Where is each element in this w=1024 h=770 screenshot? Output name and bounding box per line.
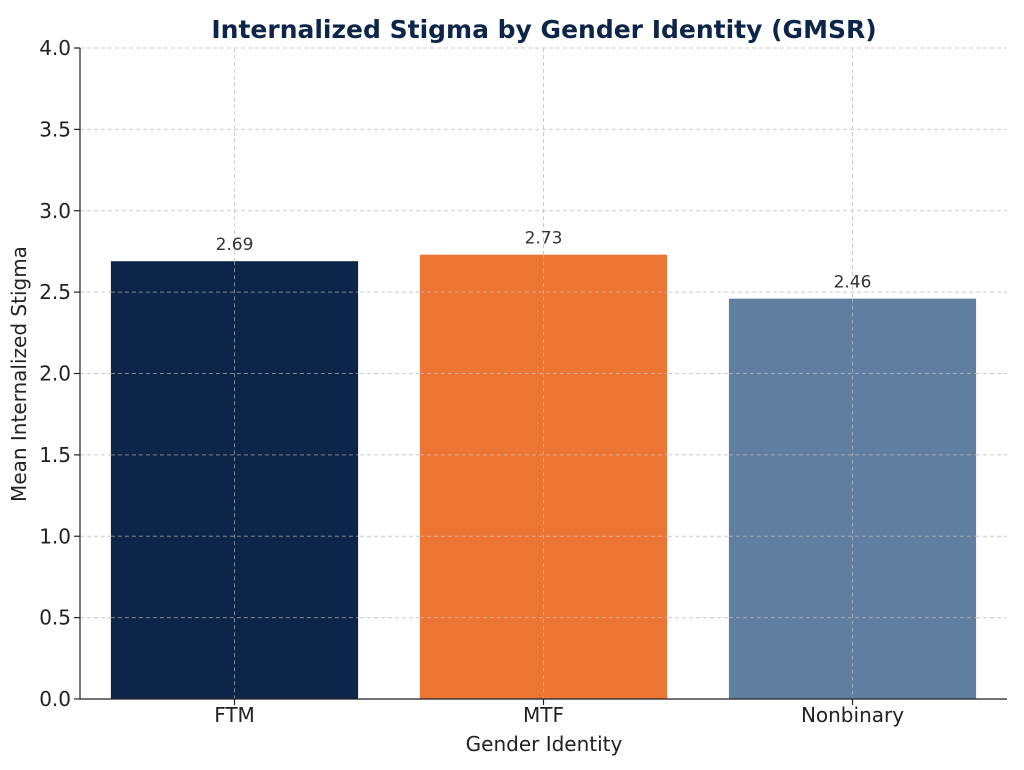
y-tick-label: 4.0 [39, 36, 71, 60]
y-tick-label: 0.5 [39, 606, 71, 630]
bar-mtf [419, 254, 668, 699]
y-tick-label: 3.0 [39, 199, 71, 223]
y-tick-label: 3.5 [39, 117, 71, 141]
data-label: 2.69 [216, 235, 254, 255]
axes: 0.0 0.5 1.0 1.5 2.0 2.5 3.0 3.5 4.0 FTM MTF Nonbina… [39, 36, 1007, 727]
x-tick-label: FTM [214, 703, 255, 727]
bars [110, 254, 977, 699]
x-tick-label: Nonbinary [801, 703, 904, 727]
y-tick-label: 2.5 [39, 280, 71, 304]
x-tick-label: MTF [523, 703, 564, 727]
y-tick-label: 0.0 [39, 687, 71, 711]
data-label: 2.73 [525, 229, 563, 249]
x-axis-label: Gender Identity [466, 732, 623, 756]
data-label: 2.46 [834, 273, 872, 293]
y-tick-label: 2.0 [39, 362, 71, 386]
data-labels: 2.69 2.73 2.46 [216, 229, 872, 293]
y-tick-label: 1.5 [39, 443, 71, 467]
bar-nonbinary [728, 298, 977, 699]
y-tick-label: 1.0 [39, 524, 71, 548]
chart-title: Internalized Stigma by Gender Identity (… [211, 15, 876, 44]
y-axis-label: Mean Internalized Stigma [7, 246, 31, 502]
